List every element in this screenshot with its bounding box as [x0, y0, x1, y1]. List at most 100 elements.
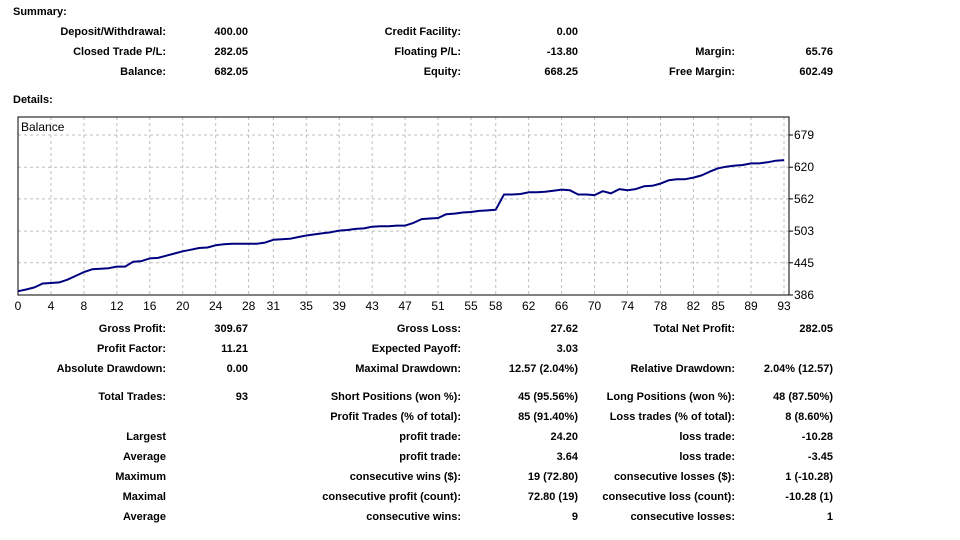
margin-value: 65.76 — [805, 46, 833, 58]
x-tick-label: 4 — [48, 299, 55, 313]
details-heading: Details: — [13, 94, 53, 106]
avg-consecutive-losses-label: consecutive losses: — [630, 511, 735, 523]
profit-factor-value: 11.21 — [221, 343, 248, 355]
x-tick-label: 39 — [333, 299, 347, 313]
chart-title: Balance — [21, 120, 65, 134]
balance-label: Balance: — [120, 66, 166, 78]
total-net-profit-label: Total Net Profit: — [653, 323, 735, 335]
absolute-drawdown-label: Absolute Drawdown: — [56, 363, 166, 375]
avg-consecutive-wins-value: 9 — [571, 511, 578, 523]
plot-frame — [17, 116, 790, 296]
largest-profit-trade-value: 24.20 — [550, 431, 578, 443]
largest-loss-trade-value: -10.28 — [801, 431, 833, 443]
max-consecutive-wins-label: consecutive wins ($): — [349, 471, 461, 483]
floating-pl-label: Floating P/L: — [394, 46, 461, 58]
balance-series-line — [17, 159, 785, 293]
max-consecutive-wins-value: 19 (72.80) — [527, 471, 578, 483]
avg-consecutive-wins-label: consecutive wins: — [366, 511, 461, 523]
average-loss-trade-value: -3.45 — [807, 451, 833, 463]
average-profit-trade-label: profit trade: — [399, 451, 461, 463]
largest-profit-trade-label: profit trade: — [399, 431, 461, 443]
y-tick-label: 445 — [794, 256, 814, 270]
x-tick-label: 8 — [81, 299, 88, 313]
balance-chart: Balance 0 4 8 12 16 20 24 28 31 35 39 43 47 51 55 58 62 6… — [15, 116, 814, 313]
x-tick-label: 70 — [588, 299, 602, 313]
margin-label: Margin: — [695, 46, 735, 58]
average-profit-trade-value: 3.64 — [556, 451, 578, 463]
short-positions-label: Short Positions (won %): — [330, 391, 461, 403]
gross-profit-value: 309.67 — [214, 323, 248, 335]
x-tick-label: 12 — [110, 299, 124, 313]
x-tick-label: 58 — [489, 299, 503, 313]
credit-facility-label: Credit Facility: — [384, 26, 461, 38]
x-tick-label: 66 — [555, 299, 569, 313]
x-tick-label: 0 — [15, 299, 22, 313]
x-tick-label: 93 — [777, 299, 791, 313]
relative-drawdown-value: 2.04% (12.57) — [763, 363, 833, 375]
deposit-label: Deposit/Withdrawal: — [60, 26, 166, 38]
deposit-value: 400.00 — [214, 26, 248, 38]
max-consecutive-losses-value: 1 (-10.28) — [785, 471, 833, 483]
profit-trades-value: 85 (91.40%) — [518, 411, 578, 423]
y-tick-label: 679 — [794, 128, 814, 142]
maximum-label: Maximum — [115, 471, 166, 483]
x-tick-label: 82 — [687, 299, 701, 313]
y-tick-label: 386 — [794, 288, 814, 302]
free-margin-label: Free Margin: — [668, 66, 735, 78]
absolute-drawdown-value: 0.00 — [226, 363, 248, 375]
x-tick-label: 89 — [744, 299, 758, 313]
loss-trades-value: 8 (8.60%) — [785, 411, 833, 423]
expected-payoff-label: Expected Payoff: — [371, 343, 461, 355]
x-tick-label: 35 — [300, 299, 314, 313]
long-positions-value: 48 (87.50%) — [773, 391, 833, 403]
equity-label: Equity: — [423, 66, 461, 78]
closed-trade-pl-label: Closed Trade P/L: — [73, 46, 166, 58]
maximal-consecutive-profit-label: consecutive profit (count): — [322, 491, 461, 503]
balance-value: 682.05 — [214, 66, 248, 78]
closed-trade-pl-value: 282.05 — [214, 46, 248, 58]
x-tick-label: 20 — [176, 299, 190, 313]
gross-loss-value: 27.62 — [550, 323, 578, 335]
summary-heading: Summary: — [13, 6, 67, 18]
average-loss-trade-label: loss trade: — [679, 451, 735, 463]
maximal-consecutive-profit-value: 72.80 (19) — [527, 491, 578, 503]
maximal-drawdown-value: 12.57 (2.04%) — [508, 363, 578, 375]
profit-factor-label: Profit Factor: — [96, 343, 166, 355]
relative-drawdown-label: Relative Drawdown: — [630, 363, 735, 375]
x-tick-label: 55 — [464, 299, 478, 313]
largest-loss-trade-label: loss trade: — [679, 431, 735, 443]
avg-consecutive-losses-value: 1 — [826, 511, 833, 523]
gross-profit-label: Gross Profit: — [98, 323, 166, 335]
expected-payoff-value: 3.03 — [556, 343, 578, 355]
maximal-consecutive-loss-value: -10.28 (1) — [785, 491, 833, 503]
x-tick-label: 74 — [621, 299, 635, 313]
maximal-consecutive-loss-label: consecutive loss (count): — [602, 491, 735, 503]
x-tick-label: 85 — [711, 299, 725, 313]
y-tick-label: 620 — [794, 160, 814, 174]
x-tick-label: 78 — [654, 299, 668, 313]
total-trades-value: 93 — [235, 391, 248, 403]
y-tick-label: 562 — [794, 192, 814, 206]
x-tick-label: 31 — [267, 299, 281, 313]
x-tick-label: 51 — [431, 299, 445, 313]
max-consecutive-losses-label: consecutive losses ($): — [613, 471, 735, 483]
y-axis-ticks: 386 445 503 562 620 679 — [789, 128, 814, 302]
profit-trades-label: Profit Trades (% of total): — [330, 411, 461, 423]
floating-pl-value: -13.80 — [546, 46, 578, 58]
x-tick-label: 24 — [209, 299, 223, 313]
x-tick-label: 62 — [522, 299, 536, 313]
average-consecutive-label: Average — [122, 511, 166, 523]
x-tick-label: 28 — [242, 299, 256, 313]
total-net-profit-value: 282.05 — [799, 323, 833, 335]
maximal-label: Maximal — [122, 491, 166, 503]
total-trades-label: Total Trades: — [98, 391, 166, 403]
maximal-drawdown-label: Maximal Drawdown: — [355, 363, 461, 375]
loss-trades-label: Loss trades (% of total): — [609, 411, 735, 423]
credit-facility-value: 0.00 — [556, 26, 578, 38]
chart-grid — [17, 117, 789, 296]
x-tick-label: 47 — [398, 299, 412, 313]
average-label: Average — [122, 451, 166, 463]
largest-label: Largest — [126, 431, 166, 443]
gross-loss-label: Gross Loss: — [396, 323, 461, 335]
long-positions-label: Long Positions (won %): — [606, 391, 735, 403]
